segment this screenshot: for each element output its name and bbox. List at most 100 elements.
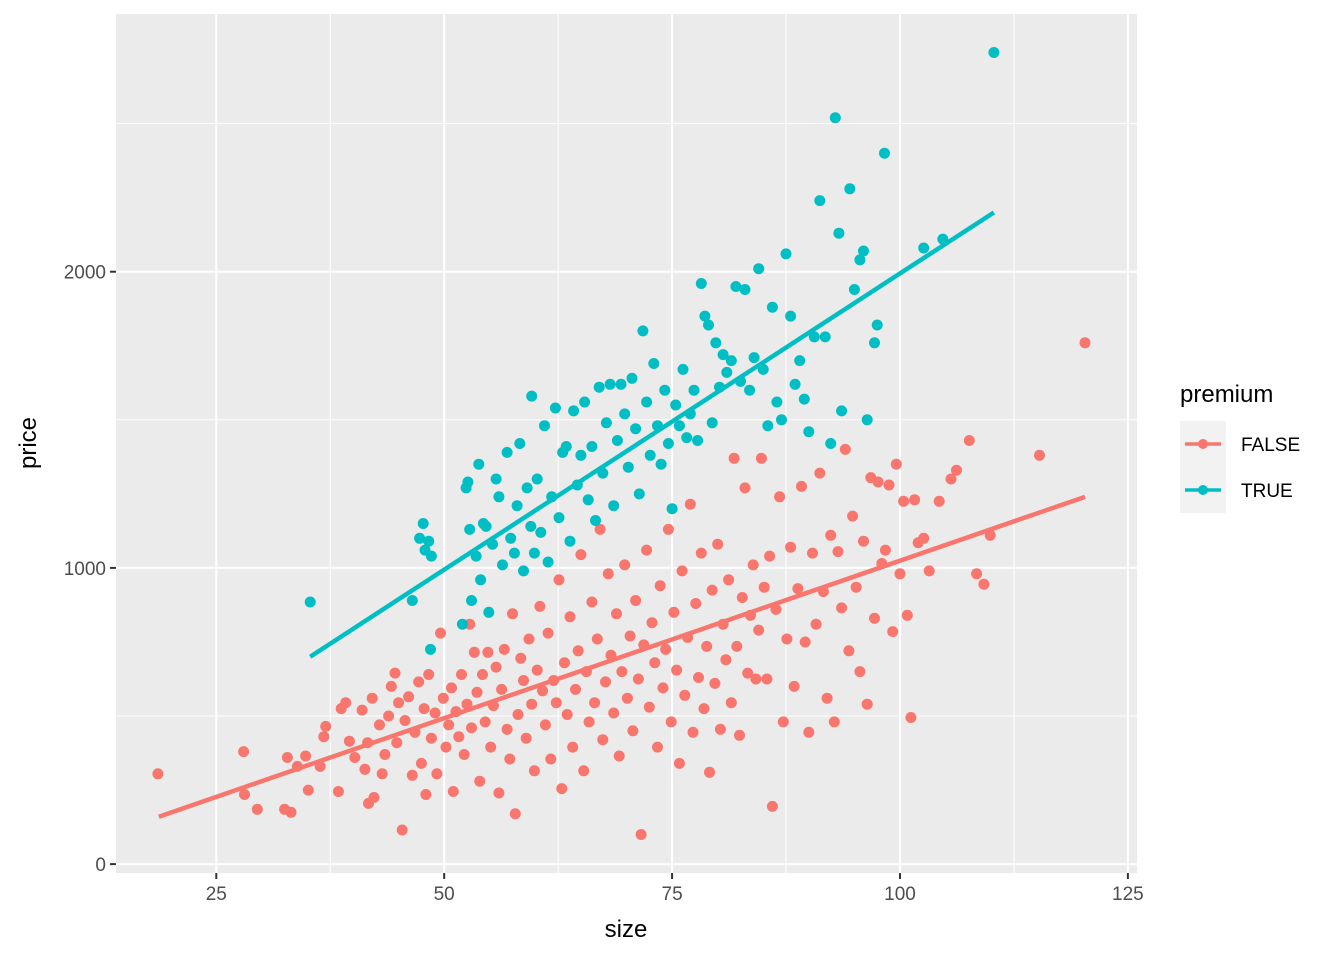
point-false (415, 757, 427, 769)
point-false (343, 735, 355, 747)
point-true (739, 284, 751, 295)
point-true (848, 284, 860, 295)
point-false (657, 682, 669, 694)
point-true (662, 438, 674, 449)
point-true (641, 396, 653, 408)
point-false (923, 565, 935, 577)
point-false (534, 600, 546, 612)
point-true (721, 366, 733, 378)
point-false (728, 452, 740, 464)
point-false (458, 749, 470, 760)
point-true (604, 378, 616, 390)
point-true (466, 595, 477, 606)
point-false (251, 803, 263, 815)
point-false (723, 574, 735, 586)
point-true (706, 417, 718, 429)
point-true (808, 331, 820, 343)
point-false (621, 692, 633, 704)
point-false (518, 675, 529, 686)
point-false (431, 768, 443, 780)
point-true (490, 473, 502, 485)
point-false (374, 719, 385, 731)
legend-label-false: FALSE (1241, 435, 1300, 456)
point-false (671, 664, 683, 676)
point-false (602, 568, 614, 580)
legend-title: premium (1180, 381, 1273, 408)
point-false (453, 731, 465, 743)
point-false (447, 786, 459, 797)
point-true (564, 535, 576, 547)
point-true (785, 310, 797, 322)
point-false (687, 726, 699, 738)
point-false (825, 529, 837, 541)
point-false (545, 753, 557, 765)
point-false (673, 757, 685, 769)
point-true (833, 227, 845, 239)
point-true (869, 337, 880, 349)
point-false (704, 766, 715, 778)
point-true (655, 458, 667, 470)
point-true (699, 310, 711, 322)
point-true (766, 301, 778, 313)
fit-lines (158, 210, 1086, 819)
point-false (796, 480, 807, 492)
point-false (635, 829, 647, 840)
point-false (559, 657, 570, 669)
point-false (665, 716, 677, 728)
point-false (537, 685, 549, 697)
point-false (359, 763, 371, 775)
point-false (586, 596, 598, 608)
point-false (869, 612, 880, 624)
point-false (498, 643, 510, 655)
point-false (152, 768, 164, 780)
point-false (418, 703, 430, 715)
point-true (666, 503, 678, 515)
point-true (677, 363, 689, 375)
point-true (637, 325, 649, 337)
point-true (858, 245, 869, 257)
point-true (725, 355, 737, 367)
point-false (734, 729, 745, 741)
point-false (690, 598, 702, 609)
x-tick-label: 75 (662, 884, 683, 905)
point-true (780, 248, 792, 260)
point-true (798, 393, 810, 405)
point-false (679, 689, 691, 701)
point-false (468, 646, 480, 658)
point-true (501, 446, 513, 458)
point-true (505, 532, 517, 544)
point-false (792, 583, 804, 595)
point-true (794, 355, 806, 367)
point-false (858, 535, 869, 547)
point-false (836, 602, 848, 614)
point-true (644, 449, 656, 461)
point-false (750, 673, 762, 685)
point-false (978, 578, 990, 590)
point-false (646, 617, 658, 629)
legend: premium FALSE TRUE (1180, 381, 1300, 513)
point-false (589, 697, 601, 709)
point-false (567, 741, 579, 753)
point-false (368, 792, 380, 803)
point-false (832, 546, 844, 558)
point-true (425, 550, 437, 562)
point-false (731, 640, 743, 652)
point-false (281, 752, 293, 763)
point-true (483, 606, 495, 618)
point-false (570, 683, 581, 695)
point-true (464, 523, 476, 535)
point-false (758, 581, 770, 593)
point-false (847, 510, 859, 522)
point-true (730, 281, 742, 292)
point-true (549, 402, 561, 414)
point-false (649, 657, 661, 669)
point-true (590, 515, 601, 526)
point-false (714, 723, 726, 735)
point-false (963, 435, 975, 446)
point-true (456, 618, 468, 630)
point-false (766, 800, 778, 812)
point-true (414, 532, 426, 544)
point-false (684, 498, 696, 510)
point-false (443, 719, 455, 731)
point-false (720, 654, 732, 666)
